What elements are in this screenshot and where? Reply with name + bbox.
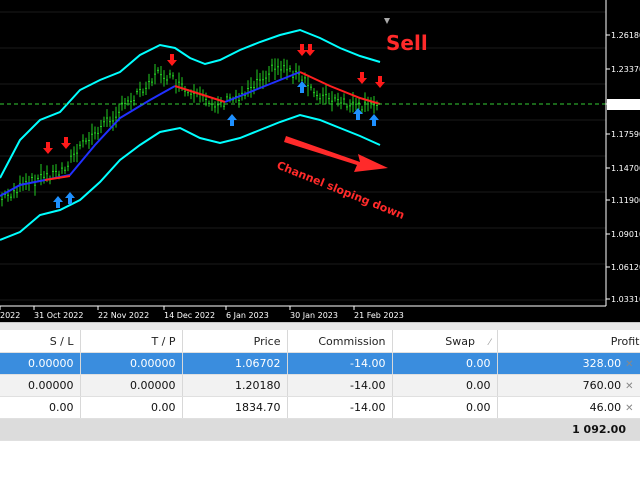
channel-label: Channel sloping down [275,159,406,222]
sell-arrow-icon [297,44,307,56]
date-tick-label: 21 Feb 2023 [354,311,404,320]
date-tick-label: 2022 [0,311,20,320]
sell-arrow-icon [167,54,177,66]
date-tick-label: 6 Jan 2023 [226,311,269,320]
price-tick-label: 1.06120 [611,263,640,272]
table-row[interactable]: 0.00000 0.00000 1.20180 -14.00 0.00 760.… [0,374,640,397]
date-tick-label: 30 Jan 2023 [290,311,338,320]
buy-arrow-icon [53,196,63,208]
cell-swap: 0.00 [392,352,498,375]
chart-grid [0,11,606,301]
column-commission[interactable]: Commission [287,330,393,353]
sell-arrow-icon [357,72,367,84]
date-tick-label: 14 Dec 2022 [164,311,215,320]
cell-tp: 0.00 [80,396,183,419]
cell-sl: 0.00000 [0,374,81,397]
cell-commission: -14.00 [287,374,393,397]
middle-line-up [0,85,176,197]
middle-line-up-2 [224,71,301,103]
column-sl[interactable]: S / L [0,330,81,353]
signal-arrows [43,44,385,208]
table-row[interactable]: 0.00 0.00 1834.70 -14.00 0.00 46.00 ✕ [0,396,640,419]
buy-arrow-icon [297,81,307,93]
price-chart[interactable]: Sell Channel sloping down 1.26180 1.23370… [0,0,640,322]
chart-canvas[interactable]: Sell Channel sloping down 1.26180 1.23370… [0,0,640,322]
close-position-icon[interactable]: ✕ [625,359,634,370]
current-price-badge [607,99,640,110]
sell-arrow-icon [375,76,385,88]
cell-profit: 760.00 ✕ [497,374,640,397]
sort-icon: ⁄ [488,337,491,348]
total-profit: 1 092.00 [497,418,640,441]
buy-arrow-icon [369,114,379,126]
cell-commission: -14.00 [287,352,393,375]
sell-arrow-icon [43,142,53,154]
cell-price: 1.06702 [182,352,288,375]
close-position-icon[interactable]: ✕ [625,381,634,392]
buy-arrow-icon [227,114,237,126]
lower-band [0,113,381,241]
price-tick-label: 1.03310 [611,295,640,304]
cell-tp: 0.00000 [80,352,183,375]
candles [1,58,378,207]
price-tick-label: 1.11900 [611,196,640,205]
cell-swap: 0.00 [392,396,498,419]
cell-swap: 0.00 [392,374,498,397]
date-tick-label: 22 Nov 2022 [98,311,149,320]
table-header: S / L T / P Price Commission Swap ⁄ Profi… [0,330,640,353]
middle-line-down [44,175,71,181]
panel-separator[interactable] [0,322,640,331]
middle-line-down-3 [299,71,381,105]
column-swap[interactable]: Swap ⁄ [392,330,498,353]
buy-arrow-icon [353,108,363,120]
cell-price: 1834.70 [182,396,288,419]
total-row: 1 092.00 [0,418,640,441]
cell-commission: -14.00 [287,396,393,419]
cell-price: 1.20180 [182,374,288,397]
price-tick-label: 1.26180 [611,31,640,40]
cell-profit: 46.00 ✕ [497,396,640,419]
price-tick-label: 1.23370 [611,65,640,74]
date-tick-label: 31 Oct 2022 [34,311,83,320]
price-tick-label: 1.14700 [611,164,640,173]
sell-arrow-icon [61,137,71,149]
upper-band [0,28,381,179]
price-tick-label: 1.17590 [611,130,640,139]
buy-arrow-icon [65,192,75,204]
chart-shift-marker[interactable] [384,18,390,24]
cell-sl: 0.00 [0,396,81,419]
cell-tp: 0.00000 [80,374,183,397]
table-row[interactable]: 0.00000 0.00000 1.06702 -14.00 0.00 328.… [0,352,640,375]
sell-label: Sell [386,31,428,55]
trade-terminal: S / L T / P Price Commission Swap ⁄ Profi… [0,330,640,480]
price-tick-label: 1.20170 [611,100,640,109]
column-profit[interactable]: Profit [497,330,640,353]
column-price[interactable]: Price [182,330,288,353]
close-position-icon[interactable]: ✕ [625,403,634,414]
channel-direction-arrow [284,136,388,172]
sell-arrow-icon [305,44,315,56]
column-tp[interactable]: T / P [80,330,183,353]
positions-table: S / L T / P Price Commission Swap ⁄ Profi… [0,330,640,441]
cell-sl: 0.00000 [0,352,81,375]
price-tick-label: 1.09010 [611,230,640,239]
middle-line-down-2 [174,85,226,103]
cell-profit: 328.00 ✕ [497,352,640,375]
price-axis: 1.26180 1.23370 1.20170 1.17590 1.14700 1.119… [606,31,640,304]
date-axis: 2022 31 Oct 2022 22 Nov 2022 14 Dec 2022 6 J… [0,306,404,320]
